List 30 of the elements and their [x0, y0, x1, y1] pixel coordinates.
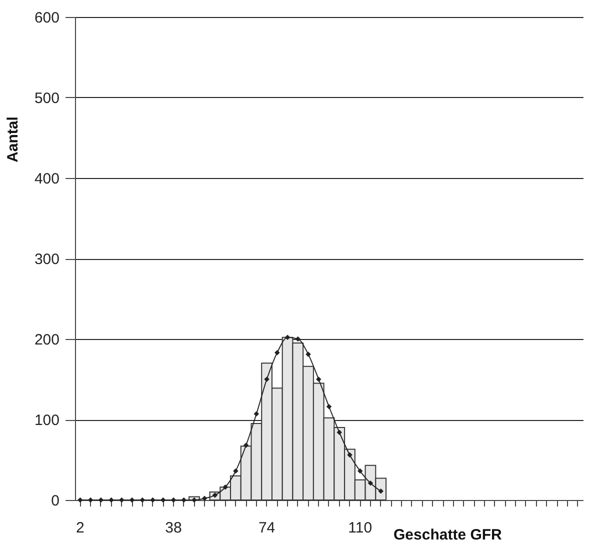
point	[368, 480, 374, 486]
y-tick-label: 0	[51, 492, 60, 510]
y-axis-title: Aantal	[4, 116, 22, 162]
x-tick-label: 38	[165, 520, 182, 536]
point	[274, 350, 280, 356]
y-tick-label: 400	[34, 170, 60, 188]
point	[347, 452, 352, 458]
y-tick-label: 500	[34, 90, 60, 107]
y-tick-label: 600	[34, 10, 60, 26]
y-tick-label: 100	[34, 412, 60, 429]
point	[264, 376, 270, 382]
point	[222, 484, 228, 490]
point	[326, 404, 332, 410]
point	[284, 334, 290, 340]
y-tick-label: 200	[34, 332, 60, 348]
point	[295, 336, 301, 342]
point	[336, 430, 342, 436]
point	[316, 376, 322, 382]
point	[202, 496, 208, 502]
point	[170, 497, 176, 503]
point	[306, 352, 311, 357]
x-tick-label: 74	[258, 520, 276, 536]
x-tick-label: 110	[348, 520, 372, 536]
point	[129, 497, 135, 503]
x-tick-label: 2	[76, 520, 84, 536]
point	[357, 468, 363, 474]
point	[378, 488, 384, 494]
y-tick-label: 300	[34, 251, 60, 268]
x-axis-title: Geschatte GFR	[394, 526, 502, 544]
point	[254, 411, 260, 417]
